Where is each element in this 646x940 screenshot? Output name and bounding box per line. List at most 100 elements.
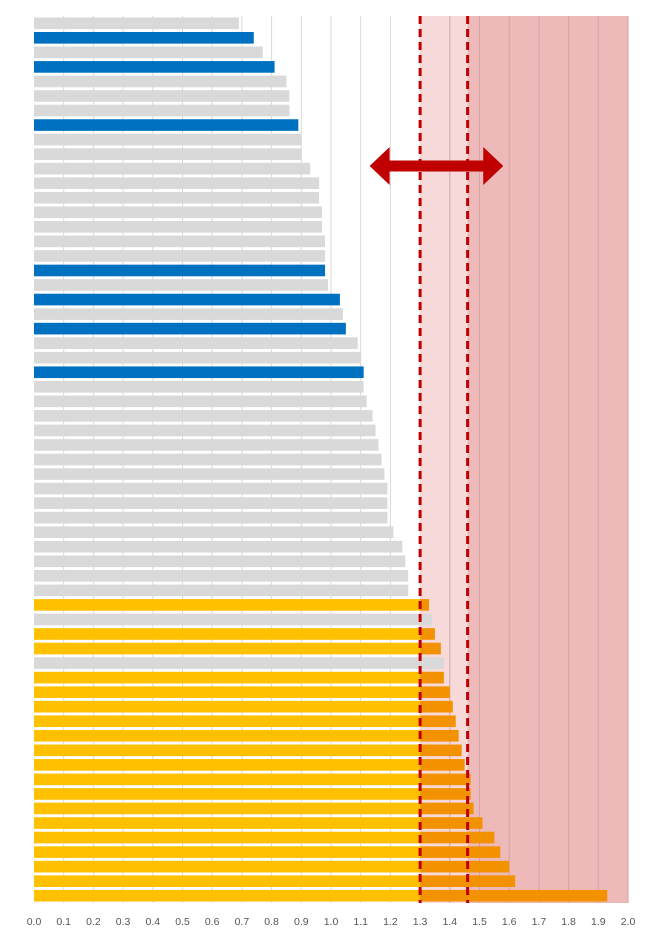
bar <box>34 351 361 364</box>
bar <box>34 540 403 553</box>
bar <box>34 61 275 73</box>
x-tick-label: 1.8 <box>561 916 576 928</box>
x-tick-label: 1.7 <box>532 916 547 928</box>
bar <box>34 279 329 291</box>
bar <box>34 860 421 873</box>
x-tick-label: 0.4 <box>145 916 160 928</box>
bar <box>34 148 302 160</box>
x-tick-label: 0.3 <box>116 916 131 928</box>
bar <box>34 671 421 684</box>
bar-segment <box>420 729 459 742</box>
bar <box>34 119 299 131</box>
bar-segment <box>420 686 450 698</box>
bar-segment <box>420 700 453 713</box>
bar <box>34 526 394 539</box>
bar <box>34 308 343 320</box>
bar <box>34 191 320 204</box>
x-tick-label: 0.8 <box>264 916 279 928</box>
x-tick-label: 0.7 <box>235 916 250 928</box>
x-axis-tick-labels: 0.0 0.1 0.2 0.3 0.4 0.5 0.6 0.7 0.8 0.9 1.0 1.1 1.2 1… <box>27 916 636 928</box>
bar <box>34 221 323 233</box>
bar-segment <box>420 831 495 844</box>
bar <box>34 293 340 306</box>
bar <box>34 133 302 146</box>
bar <box>34 424 376 437</box>
bar <box>34 657 444 669</box>
bar <box>34 104 290 117</box>
bar <box>34 235 326 248</box>
bar <box>34 788 421 800</box>
bar <box>34 555 406 568</box>
bar <box>34 889 421 902</box>
bar <box>34 380 364 393</box>
x-tick-label: 0.2 <box>86 916 101 928</box>
bar-segment <box>420 744 462 757</box>
x-tick-label: 0.1 <box>56 916 71 928</box>
bar <box>34 177 320 190</box>
bar <box>34 395 367 408</box>
bar <box>34 817 421 829</box>
bar <box>34 31 254 44</box>
bar <box>34 642 421 655</box>
bar <box>34 570 409 582</box>
bar <box>34 482 388 495</box>
bar <box>34 337 358 349</box>
bar <box>34 584 409 597</box>
bar <box>34 75 287 88</box>
x-tick-label: 0.6 <box>205 916 220 928</box>
bar-segment <box>420 788 471 800</box>
x-tick-label: 1.1 <box>353 916 368 928</box>
x-tick-label: 1.9 <box>591 916 606 928</box>
bar <box>34 453 382 466</box>
bar <box>34 613 432 626</box>
bar-segment <box>420 846 501 858</box>
bar <box>34 366 364 379</box>
bar <box>34 773 421 786</box>
bar <box>34 511 388 524</box>
bar <box>34 715 421 728</box>
bar <box>34 439 379 451</box>
x-tick-label: 1.6 <box>502 916 517 928</box>
bar-segment <box>420 599 430 611</box>
bar <box>34 744 421 757</box>
bar <box>34 875 421 888</box>
x-tick-label: 1.4 <box>442 916 457 928</box>
bar-segment <box>420 642 441 655</box>
x-tick-label: 1.3 <box>413 916 428 928</box>
bar <box>34 410 373 422</box>
bar-segment <box>420 802 474 815</box>
x-tick-label: 0.0 <box>27 916 42 928</box>
bar <box>34 729 421 742</box>
bar <box>34 468 385 480</box>
bar-segment <box>420 773 471 786</box>
bar-segment <box>420 715 456 728</box>
x-tick-label: 1.2 <box>383 916 398 928</box>
bars <box>34 17 608 902</box>
bar <box>34 206 323 219</box>
range-arrow <box>369 147 504 185</box>
bar-segment <box>420 860 510 873</box>
x-tick-label: 0.5 <box>175 916 190 928</box>
x-tick-label: 1.5 <box>472 916 487 928</box>
bar <box>34 162 311 175</box>
bar <box>34 759 421 771</box>
x-tick-label: 2.0 <box>621 916 636 928</box>
bar-segment <box>420 759 465 771</box>
bar <box>34 599 421 611</box>
x-tick-label: 1.0 <box>324 916 339 928</box>
bar <box>34 17 239 30</box>
bar <box>34 846 421 858</box>
bar <box>34 497 388 509</box>
bar <box>34 250 326 262</box>
bar-segment <box>420 628 435 640</box>
double-arrow <box>369 147 504 185</box>
x-tick-label: 0.9 <box>294 916 309 928</box>
bar-segment <box>420 817 483 829</box>
bar <box>34 264 326 277</box>
bar <box>34 802 421 815</box>
shaded-band-2 <box>467 16 628 903</box>
bar <box>34 700 421 713</box>
bar-segment <box>420 889 608 902</box>
bar <box>34 686 421 698</box>
